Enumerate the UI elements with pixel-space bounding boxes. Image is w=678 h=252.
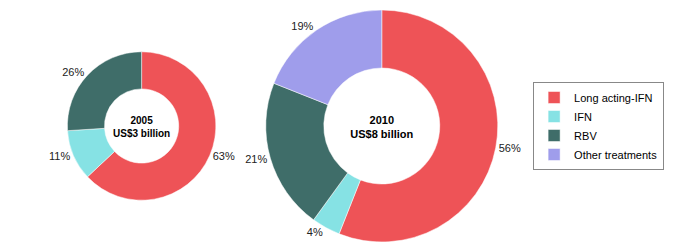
svg-text:RBV: RBV [574,130,597,142]
svg-text:Other treatments: Other treatments [574,149,657,161]
svg-text:11%: 11% [49,150,70,162]
svg-text:63%: 63% [213,150,235,162]
svg-text:2010US$8 billion: 2010US$8 billion [350,114,413,140]
svg-text:19%: 19% [291,20,313,32]
svg-text:56%: 56% [499,142,521,154]
svg-text:4%: 4% [307,226,323,238]
svg-text:21%: 21% [245,153,267,165]
svg-text:IFN: IFN [574,111,592,123]
svg-text:Long acting-IFN: Long acting-IFN [574,92,652,104]
svg-text:26%: 26% [62,66,84,78]
svg-text:2005US$3 billion: 2005US$3 billion [113,115,170,139]
